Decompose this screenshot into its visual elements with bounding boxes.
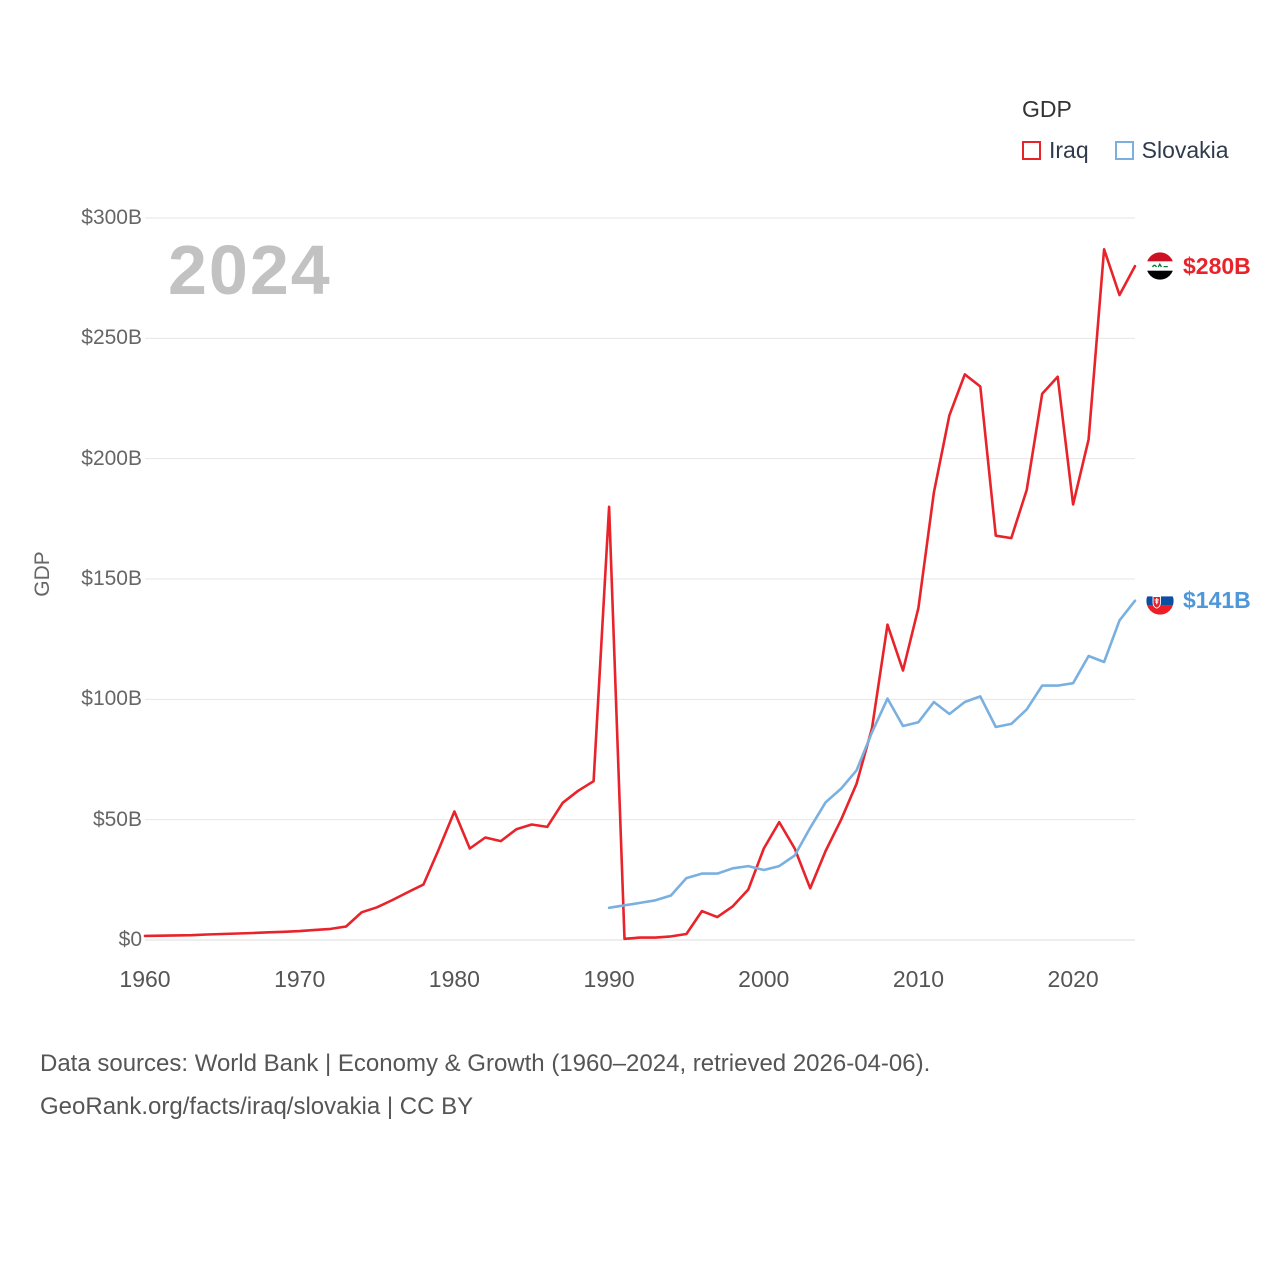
iraq-end-value: $280B — [1183, 252, 1251, 279]
x-tick-label: 2010 — [892, 966, 945, 992]
x-tick-label: 2020 — [1047, 966, 1099, 992]
slovakia-flag-icon — [1146, 587, 1174, 615]
x-tick-label: 1960 — [119, 966, 171, 992]
y-tick-label: $300B — [81, 206, 142, 229]
footer-sources: Data sources: World Bank | Economy & Gro… — [40, 1050, 931, 1077]
legend-items: Iraq Slovakia — [1022, 137, 1229, 164]
footer-caption: Data sources: World Bank | Economy & Gro… — [40, 1042, 930, 1128]
x-tick-label: 2000 — [738, 966, 790, 992]
y-tick-label: $50B — [92, 807, 142, 831]
x-tick-label: 1990 — [583, 966, 635, 992]
y-tick-label: $250B — [81, 326, 142, 350]
gdp-line-chart — [143, 217, 1137, 941]
series-line-slovakia — [607, 599, 1137, 910]
legend-item-iraq[interactable]: Iraq — [1022, 137, 1089, 164]
x-tick-label: 1970 — [274, 966, 326, 992]
footer-attribution: GeoRank.org/facts/iraq/slovakia | CC BY — [40, 1093, 474, 1120]
slovakia-end-value: $141B — [1183, 587, 1251, 614]
legend-item-label: Slovakia — [1141, 137, 1229, 163]
watermark-year: 2024 — [168, 231, 332, 309]
iraq-flag-icon — [1146, 252, 1174, 280]
legend-item-label: Iraq — [1049, 137, 1089, 163]
y-tick-label: $200B — [81, 446, 142, 470]
legend: GDP Iraq Slovakia — [1022, 96, 1229, 164]
y-tick-label: $0 — [118, 928, 142, 951]
iraq-end-label: $280B — [1146, 252, 1251, 280]
series-line-iraq — [143, 248, 1137, 941]
legend-title: GDP — [1022, 96, 1072, 122]
y-tick-label: $150B — [81, 567, 142, 590]
y-tick-label: $100B — [81, 687, 142, 711]
slovakia-swatch-icon — [1114, 141, 1134, 160]
legend-item-slovakia[interactable]: Slovakia — [1114, 137, 1229, 164]
slovakia-end-label: $141B — [1146, 587, 1251, 615]
x-tick-label: 1980 — [428, 966, 480, 992]
iraq-swatch-icon — [1022, 141, 1041, 160]
